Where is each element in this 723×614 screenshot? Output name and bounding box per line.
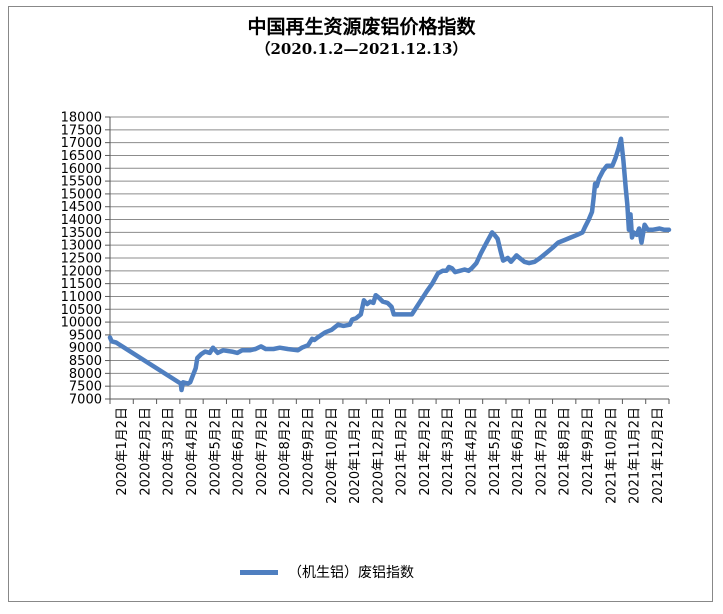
x-tick-label: 2021年7月2日 bbox=[534, 407, 549, 496]
legend-label: （机生铝）废铝指数 bbox=[288, 565, 414, 581]
x-tick-label: 2021年1月2日 bbox=[395, 407, 410, 496]
y-tick-label: 11000 bbox=[61, 290, 102, 305]
legend-swatch bbox=[240, 569, 278, 575]
x-tick-label: 2021年3月2日 bbox=[441, 407, 456, 496]
y-tick-label: 16000 bbox=[61, 162, 102, 177]
chart-title: 中国再生资源废铝价格指数 bbox=[247, 16, 476, 38]
x-tick-label: 2021年8月2日 bbox=[558, 407, 573, 496]
y-tick-label: 10500 bbox=[61, 303, 102, 318]
y-tick-label: 13500 bbox=[61, 226, 102, 241]
x-tick-label: 2021年12月2日 bbox=[651, 407, 666, 504]
x-tick-label: 2020年3月2日 bbox=[162, 407, 177, 496]
y-tick-label: 16500 bbox=[61, 149, 102, 164]
y-tick-label: 8000 bbox=[69, 367, 102, 382]
x-tick-label: 2021年4月2日 bbox=[465, 407, 480, 496]
y-tick-label: 9000 bbox=[69, 341, 102, 356]
y-tick-label: 12500 bbox=[61, 252, 102, 267]
y-tick-label: 17000 bbox=[61, 136, 102, 151]
x-tick-label: 2021年2月2日 bbox=[418, 407, 433, 496]
x-tick-label: 2020年5月2日 bbox=[208, 407, 223, 496]
x-tick-label: 2021年6月2日 bbox=[511, 407, 526, 496]
y-tick-label: 7000 bbox=[69, 393, 102, 408]
x-tick-label: 2021年10月2日 bbox=[604, 407, 619, 504]
x-tick-label: 2020年8月2日 bbox=[278, 407, 293, 496]
y-axis: 7000750080008500900095001000010500110001… bbox=[61, 111, 111, 408]
x-tick-label: 2020年7月2日 bbox=[255, 407, 270, 496]
y-tick-label: 14000 bbox=[61, 213, 102, 228]
y-tick-label: 7500 bbox=[69, 380, 102, 395]
grid-lines bbox=[110, 116, 669, 400]
x-axis: 2020年1月2日 2020年2月2日 2020年3月2日 2020年4月2日 2020… bbox=[109, 398, 670, 504]
chart-subtitle: （2020.1.2—2021.12.13） bbox=[255, 40, 468, 58]
y-tick-label: 11500 bbox=[61, 277, 102, 292]
y-tick-label: 12000 bbox=[61, 264, 102, 279]
x-tick-label: 2021年5月2日 bbox=[488, 407, 503, 496]
y-tick-label: 18000 bbox=[61, 111, 102, 126]
x-tick-label: 2021年11月2日 bbox=[628, 407, 643, 504]
x-tick-label: 2020年12月2日 bbox=[371, 407, 386, 504]
y-tick-label: 15000 bbox=[61, 187, 102, 202]
y-tick-label: 14500 bbox=[61, 200, 102, 215]
x-tick-label: 2020年9月2日 bbox=[301, 407, 316, 496]
x-tick-label: 2020年4月2日 bbox=[185, 407, 200, 496]
x-tick-label: 2020年11月2日 bbox=[348, 407, 363, 504]
y-tick-label: 17500 bbox=[61, 123, 102, 138]
y-tick-label: 10000 bbox=[61, 316, 102, 331]
y-tick-label: 15500 bbox=[61, 175, 102, 190]
series-layer bbox=[107, 136, 672, 393]
y-tick-label: 8500 bbox=[69, 354, 102, 369]
x-tick-label: 2020年1月2日 bbox=[115, 407, 130, 496]
x-tick-label: 2020年10月2日 bbox=[325, 407, 340, 504]
legend: （机生铝）废铝指数 bbox=[240, 562, 414, 582]
x-tick-label: 2020年6月2日 bbox=[232, 407, 247, 496]
chart-frame bbox=[8, 6, 713, 602]
x-tick-label: 2021年9月2日 bbox=[581, 407, 596, 496]
series-line bbox=[107, 136, 672, 393]
y-tick-label: 13000 bbox=[61, 239, 102, 254]
x-tick-label: 2020年2月2日 bbox=[138, 407, 153, 496]
y-tick-label: 9500 bbox=[69, 328, 102, 343]
